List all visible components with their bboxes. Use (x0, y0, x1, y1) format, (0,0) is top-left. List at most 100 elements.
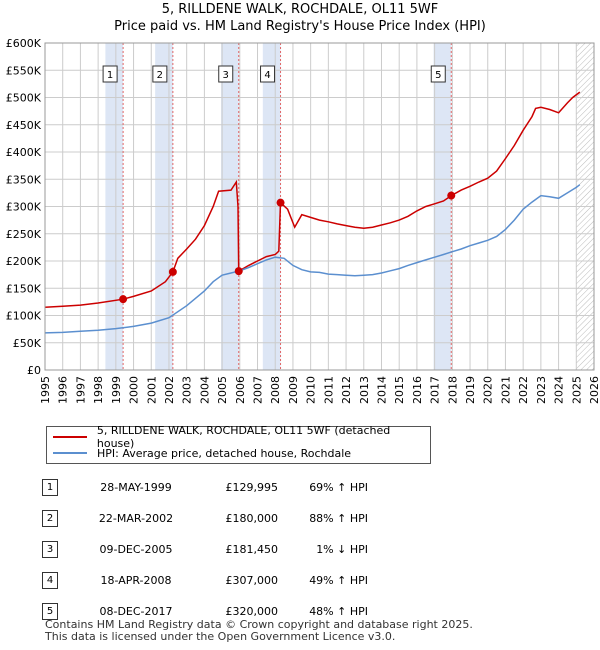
table-row: 2 22-MAR-2002 £180,000 88% ↑ HPI (42, 503, 368, 534)
x-tick-label: 2022 (517, 376, 530, 404)
sale-label-text: 5 (435, 70, 441, 81)
x-tick-label: 2006 (234, 376, 247, 404)
x-tick-label: 2019 (464, 376, 477, 404)
property-line-swatch (53, 436, 87, 438)
transaction-hpi-change: 1% ↓ HPI (316, 543, 368, 556)
sale-label-box (218, 65, 234, 83)
transaction-hpi-change: 48% ↑ HPI (309, 605, 368, 618)
y-tick-label: £0 (27, 364, 41, 377)
transaction-number-badge: 1 (42, 479, 58, 496)
y-tick-label: £500K (6, 92, 42, 105)
chart-subtitle: Price paid vs. HM Land Registry's House … (114, 19, 486, 34)
transaction-date: 18-APR-2008 (100, 574, 172, 587)
x-tick-label: 2012 (340, 376, 353, 404)
sale-point (234, 267, 243, 276)
table-row: 3 09-DEC-2005 £181,450 1% ↓ HPI (42, 534, 368, 565)
transaction-number-badge: 5 (42, 603, 58, 620)
sale-point (119, 295, 128, 304)
table-row: 4 18-APR-2008 £307,000 49% ↑ HPI (42, 565, 368, 596)
transaction-number-badge: 3 (42, 541, 58, 558)
x-tick-label: 1998 (92, 376, 105, 404)
x-tick-label: 2003 (181, 376, 194, 404)
y-tick-label: £600K (6, 37, 42, 50)
transaction-date: 08-DEC-2017 (99, 605, 173, 618)
x-tick-label: 2011 (322, 376, 335, 404)
sale-label-text: 3 (223, 70, 229, 81)
x-tick-label: 1996 (57, 376, 70, 404)
transaction-price: £307,000 (225, 574, 279, 587)
y-tick-label: £250K (6, 228, 42, 241)
x-tick-label: 1999 (110, 376, 123, 404)
transaction-number-badge: 4 (42, 572, 58, 589)
x-tick-label: 2020 (482, 376, 495, 404)
sale-point (168, 267, 177, 276)
x-tick-label: 2017 (429, 376, 442, 404)
x-tick-label: 2024 (553, 376, 566, 404)
x-tick-label: 2010 (305, 376, 318, 404)
y-tick-label: £350K (6, 173, 42, 186)
x-tick-label: 2021 (499, 376, 512, 404)
x-tick-label: 2015 (393, 376, 406, 404)
sale-label-text: 2 (157, 70, 163, 81)
x-tick-label: 2000 (128, 376, 141, 404)
transaction-price: £180,000 (225, 512, 279, 525)
x-tick-label: 2007 (252, 376, 265, 404)
x-tick-label: 2013 (358, 376, 371, 404)
sale-label-box (152, 65, 168, 83)
transaction-hpi-change: 49% ↑ HPI (309, 574, 368, 587)
x-tick-label: 2014 (375, 376, 388, 404)
y-tick-label: £100K (6, 310, 42, 323)
x-tick-label: 1995 (39, 376, 52, 404)
plot-border (44, 42, 595, 371)
x-tick-label: 2016 (411, 376, 424, 404)
transaction-date: 09-DEC-2005 (99, 543, 173, 556)
transaction-number-badge: 2 (42, 510, 58, 527)
sale-label-text: 4 (264, 70, 270, 81)
x-tick-label: 2008 (269, 376, 282, 404)
transaction-date: 28-MAY-1999 (100, 481, 172, 494)
legend-item-property: 5, RILLDENE WALK, ROCHDALE, OL11 5WF (de… (53, 424, 430, 450)
chart-title: 5, RILLDENE WALK, ROCHDALE, OL11 5WF (161, 2, 439, 17)
transaction-price: £320,000 (225, 605, 279, 618)
x-tick-label: 2018 (446, 376, 459, 404)
sale-label-text: 1 (107, 70, 113, 81)
y-tick-label: £150K (6, 282, 42, 295)
sale-point (447, 191, 456, 200)
x-tick-label: 2026 (588, 376, 600, 404)
sale-label-box (430, 65, 446, 83)
sale-label-box (102, 65, 118, 83)
x-tick-label: 2025 (570, 376, 583, 404)
y-tick-label: £300K (6, 201, 42, 214)
footer-licence: This data is licensed under the Open Gov… (45, 630, 396, 643)
x-tick-label: 2002 (163, 376, 176, 404)
transactions-table: 1 28-MAY-1999 £129,995 69% ↑ HPI 2 22-MA… (42, 472, 368, 627)
transaction-date: 22-MAR-2002 (98, 512, 174, 525)
y-tick-label: £550K (6, 64, 42, 77)
x-tick-label: 2009 (287, 376, 300, 404)
footer-credits: Contains HM Land Registry data © Crown c… (45, 619, 473, 643)
legend-item-hpi: HPI: Average price, detached house, Roch… (53, 446, 351, 460)
hpi-line-swatch (53, 452, 87, 454)
transaction-price: £181,450 (225, 543, 279, 556)
transaction-price: £129,995 (225, 481, 279, 494)
sale-point (276, 198, 285, 207)
x-tick-label: 2005 (216, 376, 229, 404)
x-tick-label: 1997 (74, 376, 87, 404)
x-tick-label: 2001 (145, 376, 158, 404)
x-tick-label: 2023 (535, 376, 548, 404)
legend-label-property: 5, RILLDENE WALK, ROCHDALE, OL11 5WF (de… (96, 424, 391, 450)
footer-copyright: Contains HM Land Registry data © Crown c… (45, 618, 473, 631)
transaction-hpi-change: 88% ↑ HPI (309, 512, 368, 525)
y-tick-label: £450K (6, 119, 42, 132)
legend-label-hpi: HPI: Average price, detached house, Roch… (97, 446, 352, 460)
y-tick-label: £400K (6, 146, 42, 159)
chart-legend: 5, RILLDENE WALK, ROCHDALE, OL11 5WF (de… (46, 424, 431, 464)
table-row: 5 08-DEC-2017 £320,000 48% ↑ HPI (42, 596, 368, 627)
x-tick-label: 2004 (198, 376, 211, 404)
table-row: 1 28-MAY-1999 £129,995 69% ↑ HPI (42, 472, 368, 503)
sale-label-box (260, 65, 276, 83)
y-tick-label: £200K (6, 255, 42, 268)
hpi-series-line (44, 184, 581, 334)
price-chart: 1 2 3 4 5 £0 £50K £100K £150K £200K £250K £300K £350… (6, 37, 600, 404)
transaction-hpi-change: 69% ↑ HPI (309, 481, 368, 494)
